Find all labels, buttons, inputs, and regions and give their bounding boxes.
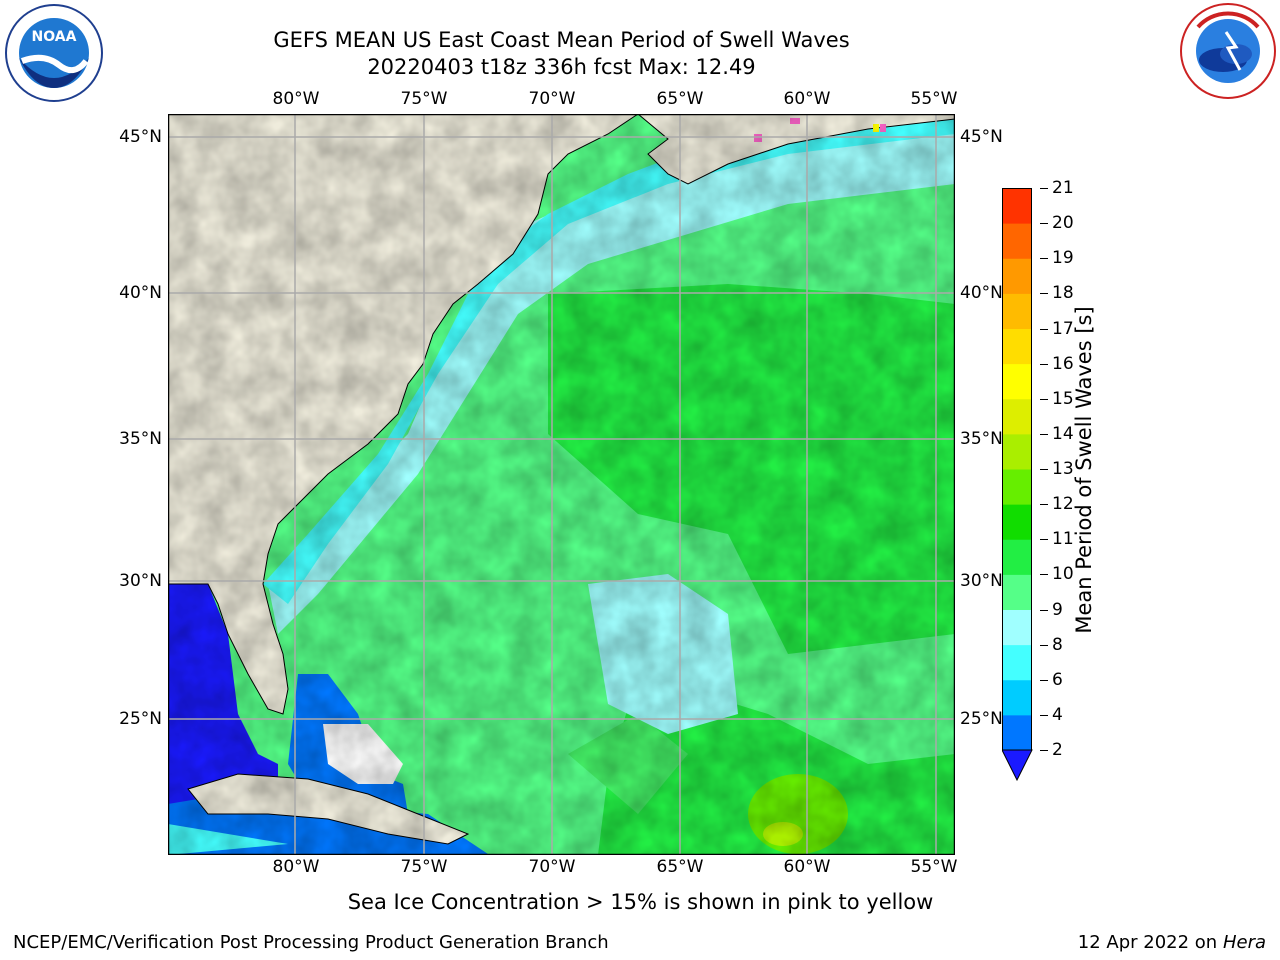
colorbar-tick-label: 15: [1052, 388, 1074, 409]
lon-label-bottom: 80°W: [272, 857, 320, 877]
colorbar-tick: [1040, 363, 1048, 365]
lat-label-right: 25°N: [960, 709, 1003, 729]
lat-label-right: 30°N: [960, 571, 1003, 591]
nws-logo: [1178, 2, 1278, 100]
colorbar-band: [1002, 469, 1032, 505]
footer-date-text: 12 Apr 2022 on: [1077, 932, 1218, 953]
colorbar: [1001, 188, 1042, 783]
colorbar-tick: [1040, 469, 1048, 470]
colorbar-band: [1002, 328, 1032, 365]
lon-label-top: 80°W: [272, 89, 320, 109]
chart-subtitle: 20220403 t18z 336h fcst Max: 12.49: [367, 55, 756, 79]
colorbar-tick-label: 10: [1052, 564, 1074, 585]
sea-ice-caption: Sea Ice Concentration > 15% is shown in …: [347, 890, 934, 914]
colorbar-tick-label: 4: [1052, 704, 1063, 725]
colorbar-tick: [1040, 609, 1048, 611]
lon-label-bottom: 65°W: [656, 857, 704, 877]
lon-label-bottom: 55°W: [910, 857, 958, 877]
colorbar-tick: [1040, 504, 1048, 506]
map-plot: [167, 113, 956, 856]
noaa-logo: NOAA: [4, 3, 104, 103]
colorbar-tick-label: 17: [1052, 318, 1074, 339]
lat-label-left: 45°N: [119, 127, 162, 147]
colorbar-tick-label: 21: [1052, 178, 1074, 198]
footer-date: 12 Apr 2022 on Hera: [1078, 932, 1266, 953]
lat-label-right: 45°N: [960, 127, 1003, 147]
colorbar-tick-label: 11: [1052, 529, 1074, 550]
colorbar-tick: [1040, 433, 1048, 435]
lon-label-bottom: 70°W: [528, 857, 576, 877]
lon-label-top: 55°W: [910, 89, 958, 109]
colorbar-tick-label: 6: [1052, 669, 1063, 690]
lon-label-bottom: 75°W: [400, 857, 448, 877]
colorbar-band: [1002, 258, 1032, 294]
colorbar-tick-label: 20: [1052, 213, 1074, 234]
lon-label-top: 70°W: [528, 89, 576, 109]
colorbar-tick-label: 8: [1052, 634, 1063, 655]
colorbar-tick: [1040, 293, 1048, 295]
colorbar-tick: [1040, 574, 1048, 576]
lat-label-right: 35°N: [960, 429, 1003, 449]
colorbar-band: [1002, 714, 1032, 751]
colorbar-tick: [1040, 539, 1048, 541]
colorbar-under-extension: [1001, 749, 1033, 782]
lon-label-top: 60°W: [783, 89, 831, 109]
colorbar-tick-label: 13: [1052, 459, 1074, 479]
colorbar-band: [1002, 574, 1032, 610]
footer-host: Hera: [1222, 932, 1266, 953]
colorbar-band: [1002, 223, 1032, 259]
colorbar-tick: [1040, 750, 1048, 751]
colorbar-tick: [1040, 644, 1048, 646]
colorbar-tick: [1040, 188, 1048, 189]
colorbar-tick: [1040, 714, 1048, 716]
colorbar-band: [1002, 293, 1032, 329]
colorbar-band: [1002, 679, 1032, 716]
colorbar-tick-label: 14: [1052, 423, 1074, 444]
colorbar-band: [1002, 188, 1032, 224]
colorbar-tick: [1040, 679, 1048, 681]
lon-label-top: 65°W: [656, 89, 704, 109]
colorbar-tick: [1040, 223, 1048, 225]
lat-label-left: 40°N: [119, 283, 162, 303]
graticule: [168, 114, 955, 855]
colorbar-band: [1002, 504, 1032, 540]
colorbar-tick-label: 12: [1052, 494, 1074, 515]
lon-label-bottom: 60°W: [783, 857, 831, 877]
colorbar-tick-label: 2: [1052, 740, 1063, 760]
lon-label-top: 75°W: [400, 89, 448, 109]
chart-title: GEFS MEAN US East Coast Mean Period of S…: [273, 28, 850, 52]
colorbar-tick-label: 19: [1052, 248, 1074, 269]
colorbar-title: Mean Period of Swell Waves [s]: [1072, 306, 1096, 634]
lat-label-left: 25°N: [119, 709, 162, 729]
colorbar-tick-label: 18: [1052, 283, 1074, 304]
colorbar-band: [1002, 398, 1032, 435]
colorbar-band: [1002, 539, 1032, 575]
colorbar-tick: [1040, 258, 1048, 260]
lat-label-right: 40°N: [960, 283, 1003, 303]
colorbar-band: [1002, 609, 1032, 646]
colorbar-tick-label: 9: [1052, 599, 1063, 620]
colorbar-band: [1002, 644, 1032, 681]
lat-label-left: 35°N: [119, 429, 162, 449]
colorbar-band: [1002, 363, 1032, 400]
colorbar-tick-label: 16: [1052, 353, 1074, 374]
colorbar-band: [1002, 433, 1032, 470]
svg-text:NOAA: NOAA: [32, 29, 77, 45]
lat-label-left: 30°N: [119, 571, 162, 591]
footer-credit: NCEP/EMC/Verification Post Processing Pr…: [13, 932, 609, 953]
colorbar-tick: [1040, 398, 1048, 400]
colorbar-tick: [1040, 328, 1048, 330]
